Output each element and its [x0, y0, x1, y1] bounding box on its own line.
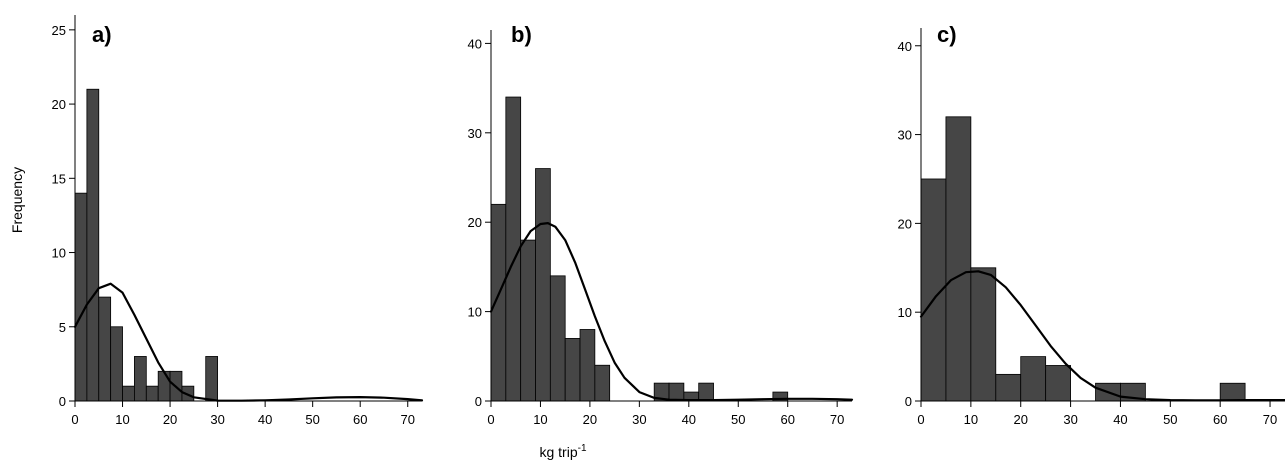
x-tick-label-c-2: 20	[1013, 412, 1027, 427]
x-tick-label-c-7: 70	[1263, 412, 1277, 427]
x-tick-label-b-7: 70	[830, 412, 844, 427]
x-tick-label-a-3: 30	[210, 412, 224, 427]
y-tick-label-b-4: 40	[468, 36, 482, 51]
bar-b-0	[490, 203, 507, 402]
y-tick-label-a-4: 20	[52, 97, 66, 112]
y-tick-label-a-3: 15	[52, 171, 66, 186]
y-tick-label-a-5: 25	[52, 23, 66, 38]
y-tick-label-a-1: 5	[59, 320, 66, 335]
panel-b: 0 10 20 30 40 0 10 20 30 40 50 60 70 b)	[468, 22, 854, 427]
bar-b-5	[564, 338, 581, 402]
y-tick-label-b-1: 10	[468, 305, 482, 320]
bar-a-2	[98, 296, 112, 402]
bar-a-1	[86, 88, 100, 402]
x-tick-label-b-5: 50	[731, 412, 745, 427]
bar-a-0	[74, 192, 88, 402]
bar-b-12	[668, 382, 685, 402]
bar-c-4	[1020, 356, 1047, 402]
y-tick-label-b-3: 30	[468, 126, 482, 141]
x-axis-title-superscript: -1	[578, 443, 587, 454]
x-tick-label-b-3: 30	[632, 412, 646, 427]
bar-b-7	[594, 364, 611, 402]
panel-label-b: b)	[511, 22, 532, 47]
bar-b-2	[520, 239, 536, 402]
y-tick-label-c-3: 30	[898, 128, 912, 143]
x-tick-label-b-1: 10	[533, 412, 547, 427]
y-tick-label-b-2: 20	[468, 215, 482, 230]
fit-curve-a	[73, 282, 424, 402]
bar-c-2	[970, 267, 997, 402]
x-tick-label-c-4: 40	[1113, 412, 1127, 427]
x-axis-title: kg trip-1	[539, 443, 586, 460]
x-tick-label-a-4: 40	[258, 412, 272, 427]
panel-c: 0 10 20 30 40 0 10 20 30 40 50 60 70 c)	[898, 22, 1285, 427]
y-tick-label-c-4: 40	[898, 39, 912, 54]
x-tick-label-b-4: 40	[682, 412, 696, 427]
bar-b-14	[698, 382, 714, 402]
x-tick-label-c-1: 10	[964, 412, 978, 427]
bar-a-3	[110, 326, 123, 402]
bar-a-4	[122, 385, 135, 402]
panel-label-c: c)	[937, 22, 957, 47]
x-tick-label-b-6: 60	[780, 412, 794, 427]
x-tick-label-a-6: 60	[353, 412, 367, 427]
bar-b-4	[549, 275, 566, 402]
x-tick-label-c-6: 60	[1213, 412, 1227, 427]
bar-a-11	[205, 356, 219, 402]
bar-c-5	[1045, 365, 1071, 402]
y-tick-label-c-2: 20	[898, 216, 912, 231]
fit-curve-c	[919, 270, 1285, 402]
panel-label-a: a)	[92, 22, 112, 47]
y-axis-title: Frequency	[9, 167, 25, 233]
bar-a-6	[145, 385, 159, 402]
x-axis-title-main: kg trip	[539, 444, 577, 460]
bars-b	[490, 96, 789, 402]
x-tick-label-c-0: 0	[917, 412, 924, 427]
bar-c-3	[995, 373, 1022, 402]
bar-b-6	[579, 329, 596, 402]
x-tick-label-a-2: 20	[163, 412, 177, 427]
y-tick-label-c-0: 0	[905, 394, 912, 409]
x-tick-label-c-5: 50	[1163, 412, 1177, 427]
x-tick-label-a-1: 10	[115, 412, 129, 427]
y-tick-label-c-1: 10	[898, 305, 912, 320]
bar-a-5	[134, 356, 147, 402]
bars-a	[74, 88, 219, 402]
y-tick-label-b-0: 0	[475, 394, 482, 409]
bar-c-12	[1219, 382, 1246, 402]
bar-a-7	[157, 370, 171, 402]
y-tick-label-a-2: 10	[52, 246, 66, 261]
bar-c-1	[945, 116, 972, 402]
bars-c	[920, 116, 1246, 402]
panel-a: 0 5 10 15 20 25 0 10 20 30 40 50 60 70 a)	[52, 15, 424, 427]
x-tick-label-c-3: 30	[1063, 412, 1077, 427]
x-tick-label-a-0: 0	[71, 412, 78, 427]
x-tick-label-a-5: 50	[305, 412, 319, 427]
fit-curve-b	[489, 222, 854, 402]
x-tick-label-a-7: 70	[401, 412, 415, 427]
bar-b-3	[535, 168, 551, 402]
y-tick-label-a-0: 0	[59, 394, 66, 409]
x-tick-label-b-2: 20	[583, 412, 597, 427]
x-tick-label-b-0: 0	[487, 412, 494, 427]
